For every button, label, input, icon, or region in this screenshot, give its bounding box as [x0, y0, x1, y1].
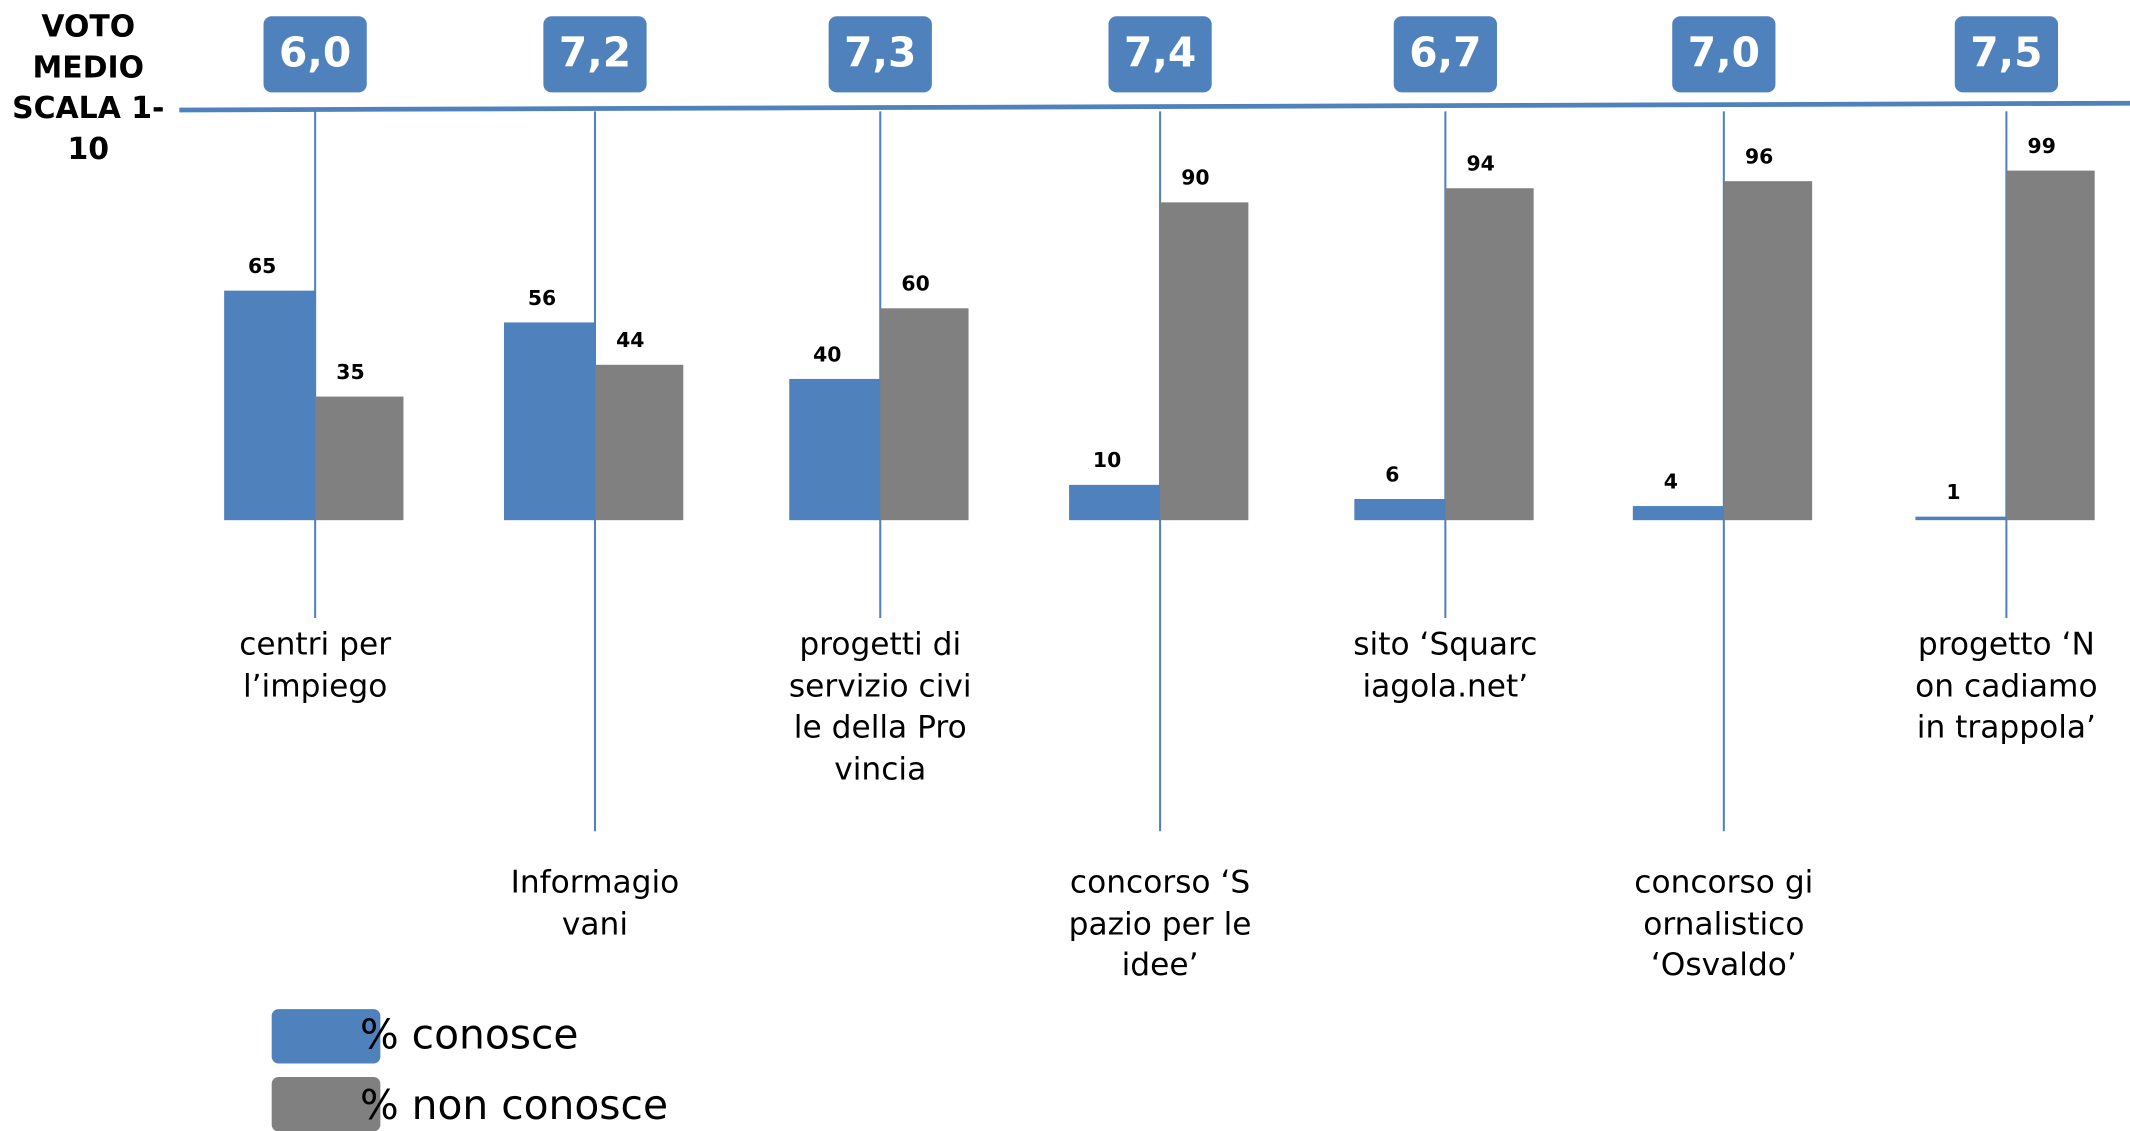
score-title: VOTO MEDIO SCALA 1-10	[12, 10, 165, 168]
score-label: 6,0	[279, 29, 352, 78]
bar	[880, 308, 969, 521]
score-label: 7,2	[558, 29, 632, 78]
x-tick-label: sito ‘Squarciagola.net’	[1353, 627, 1538, 705]
score-badge	[1393, 16, 1497, 93]
bar	[503, 322, 595, 521]
bar	[1632, 506, 1724, 521]
value-label: 94	[1467, 152, 1495, 176]
bar	[224, 290, 316, 521]
x-tick-label: centri per l’impiego	[239, 627, 392, 705]
score-label: 6,7	[1409, 29, 1482, 78]
legend-label: % conosce	[359, 1011, 579, 1060]
score-badge	[1954, 16, 2059, 93]
x-tick-label: Informagiovani	[510, 865, 680, 942]
value-label: 4	[1664, 469, 1678, 493]
legend-swatch	[271, 1077, 381, 1131]
value-label: 65	[248, 254, 276, 278]
score-badge	[1672, 16, 1776, 93]
score-badge	[828, 16, 932, 93]
bar	[315, 396, 404, 521]
bar	[1354, 498, 1446, 521]
bar	[1160, 202, 1249, 521]
legend-label: % non conosce	[359, 1082, 669, 1130]
x-tick-label: concorso ‘Spazio per le idee’	[1068, 865, 1252, 984]
value-label: 6	[1385, 462, 1399, 486]
value-label: 1	[1946, 480, 1960, 504]
score-label: 7,5	[1970, 29, 2043, 78]
x-tick-label: progetto ‘Non cadiamo in trappola’	[1915, 627, 2098, 746]
score-badge	[263, 16, 367, 93]
value-label: 35	[336, 360, 364, 384]
bar	[789, 378, 881, 521]
bar	[1915, 516, 2007, 521]
value-label: 60	[901, 272, 929, 296]
score-line	[179, 100, 2130, 113]
x-tick-label: progetti di servizio civile della Provin…	[788, 627, 972, 788]
x-tick-label: concorso giornalistico ‘Osvaldo’	[1634, 865, 1814, 984]
value-label: 44	[616, 328, 644, 352]
value-label: 96	[1745, 145, 1773, 169]
value-label: 90	[1181, 166, 1209, 190]
score-label: 7,4	[1123, 29, 1197, 78]
score-label: 7,3	[844, 29, 917, 78]
bar	[1723, 181, 1813, 521]
score-badge	[543, 16, 647, 93]
legend-swatch	[271, 1009, 381, 1064]
value-label: 10	[1093, 448, 1121, 472]
value-label: 99	[2028, 134, 2056, 158]
score-label: 7,0	[1687, 29, 1760, 78]
bar	[594, 364, 684, 521]
bar	[1445, 188, 1534, 521]
value-label: 56	[528, 286, 556, 310]
score-badge	[1108, 16, 1212, 93]
bar	[1069, 484, 1161, 521]
bar	[2006, 170, 2095, 521]
value-label: 40	[813, 342, 841, 366]
